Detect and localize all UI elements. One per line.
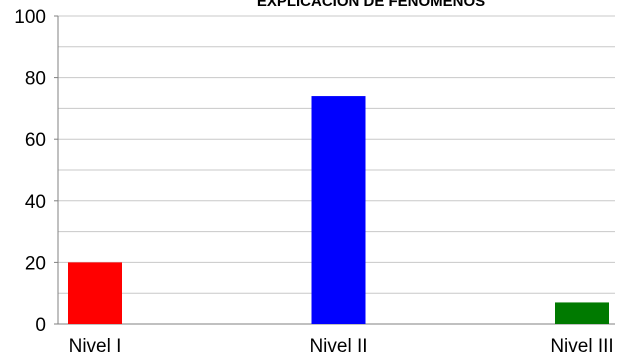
y-tick-labels: 0 20 40 60 80 100 [14,7,46,336]
y-tick-label: 100 [14,7,46,28]
y-tick-label: 0 [35,315,46,336]
chart-title: EXPLICACIÓN DE FENÓMENOS [257,0,485,10]
x-category-label: Nivel I [69,336,122,356]
bars [68,96,609,324]
bar-nivel-i [68,262,122,324]
x-category-label: Nivel III [550,336,613,356]
y-tick-label: 40 [25,192,46,213]
y-tick-label: 20 [25,253,46,274]
bar-nivel-ii [311,96,366,324]
x-category-labels: Nivel I Nivel II Nivel III [69,336,614,357]
bar-nivel-iii [555,302,609,324]
x-category-label: Nivel II [309,336,367,356]
y-tick-label: 80 [25,69,46,90]
y-tick-label: 60 [25,130,46,151]
